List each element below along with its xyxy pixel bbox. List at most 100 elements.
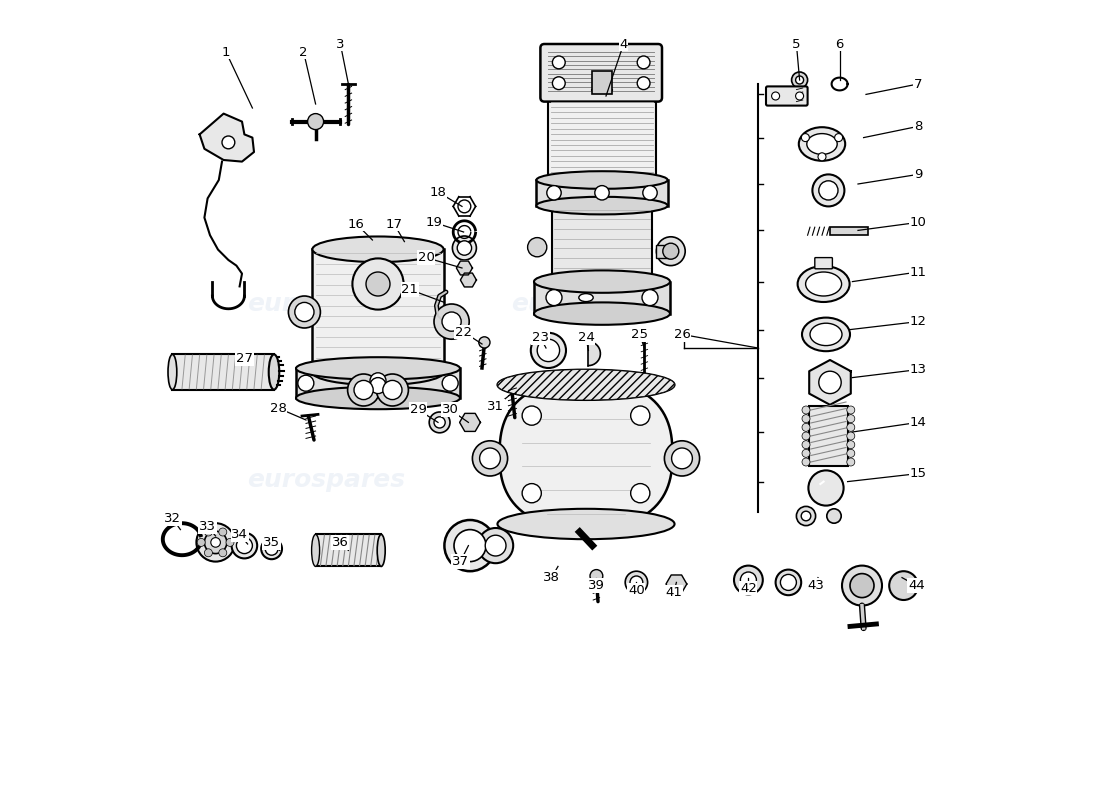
Ellipse shape <box>534 270 670 293</box>
Text: 9: 9 <box>914 168 922 181</box>
Text: 34: 34 <box>231 528 248 541</box>
Circle shape <box>734 566 762 594</box>
Ellipse shape <box>377 534 385 566</box>
Circle shape <box>211 538 220 547</box>
Circle shape <box>366 272 390 296</box>
Circle shape <box>630 406 650 426</box>
Circle shape <box>802 458 810 466</box>
Text: 39: 39 <box>588 579 605 592</box>
Circle shape <box>308 114 323 130</box>
Polygon shape <box>666 575 686 593</box>
Ellipse shape <box>798 266 849 302</box>
Circle shape <box>458 241 472 255</box>
Text: 40: 40 <box>628 584 645 597</box>
Text: 37: 37 <box>452 555 469 568</box>
Circle shape <box>847 423 855 431</box>
Circle shape <box>595 186 609 200</box>
Ellipse shape <box>296 387 460 410</box>
Circle shape <box>657 237 685 266</box>
Bar <box>296 368 460 398</box>
Circle shape <box>478 528 514 563</box>
Circle shape <box>546 290 562 306</box>
Text: 22: 22 <box>455 326 472 338</box>
Text: 43: 43 <box>807 579 824 592</box>
Ellipse shape <box>296 357 460 380</box>
Bar <box>593 71 612 94</box>
Text: 42: 42 <box>740 582 757 594</box>
Circle shape <box>776 570 801 595</box>
Circle shape <box>818 181 838 200</box>
Text: 26: 26 <box>673 328 691 341</box>
Circle shape <box>847 441 855 449</box>
Ellipse shape <box>806 134 837 154</box>
Circle shape <box>802 432 810 440</box>
Bar <box>537 180 668 206</box>
Circle shape <box>370 373 386 389</box>
Circle shape <box>796 506 815 526</box>
Ellipse shape <box>537 171 668 189</box>
Ellipse shape <box>497 370 674 400</box>
Text: 25: 25 <box>631 328 648 341</box>
Circle shape <box>452 236 476 260</box>
Circle shape <box>637 56 650 69</box>
Circle shape <box>485 535 506 556</box>
Bar <box>551 206 652 282</box>
Circle shape <box>298 375 314 391</box>
Circle shape <box>547 186 561 200</box>
Circle shape <box>780 574 796 590</box>
Text: 28: 28 <box>270 402 286 414</box>
Bar <box>549 98 656 176</box>
Circle shape <box>847 406 855 414</box>
Polygon shape <box>460 414 481 431</box>
Ellipse shape <box>497 370 674 400</box>
Text: eurospares: eurospares <box>246 292 405 316</box>
Circle shape <box>847 414 855 422</box>
Circle shape <box>376 374 408 406</box>
Circle shape <box>236 538 252 554</box>
Circle shape <box>478 337 490 348</box>
Circle shape <box>383 381 402 400</box>
Circle shape <box>295 302 313 322</box>
Circle shape <box>771 92 780 100</box>
Bar <box>657 245 671 258</box>
Circle shape <box>795 76 804 84</box>
Text: 2: 2 <box>299 46 308 58</box>
Bar <box>830 227 868 235</box>
Circle shape <box>847 458 855 466</box>
Text: 35: 35 <box>263 536 280 549</box>
Circle shape <box>354 381 373 400</box>
Text: 20: 20 <box>418 251 434 264</box>
Circle shape <box>444 520 496 571</box>
Text: 21: 21 <box>402 283 418 296</box>
Circle shape <box>802 450 810 458</box>
Circle shape <box>802 441 810 449</box>
Ellipse shape <box>810 323 842 346</box>
Circle shape <box>590 570 603 582</box>
Circle shape <box>205 528 212 536</box>
Circle shape <box>537 339 560 362</box>
Circle shape <box>197 523 234 562</box>
Circle shape <box>442 312 461 331</box>
Circle shape <box>370 378 386 394</box>
Circle shape <box>442 375 459 391</box>
Text: 19: 19 <box>426 216 442 229</box>
Text: 23: 23 <box>532 331 549 344</box>
Text: 27: 27 <box>235 352 253 365</box>
Circle shape <box>522 406 541 426</box>
Circle shape <box>205 549 212 557</box>
Text: 10: 10 <box>910 216 926 229</box>
Text: 33: 33 <box>199 520 216 533</box>
Circle shape <box>808 470 844 506</box>
Circle shape <box>528 238 547 257</box>
Text: 17: 17 <box>385 218 403 230</box>
Text: 5: 5 <box>792 38 801 50</box>
Text: 15: 15 <box>910 467 926 480</box>
Ellipse shape <box>168 354 177 390</box>
Circle shape <box>663 243 679 259</box>
Circle shape <box>222 136 234 149</box>
Circle shape <box>802 406 810 414</box>
Circle shape <box>232 533 257 558</box>
Bar <box>312 250 443 373</box>
FancyBboxPatch shape <box>815 258 833 269</box>
Circle shape <box>454 530 486 562</box>
